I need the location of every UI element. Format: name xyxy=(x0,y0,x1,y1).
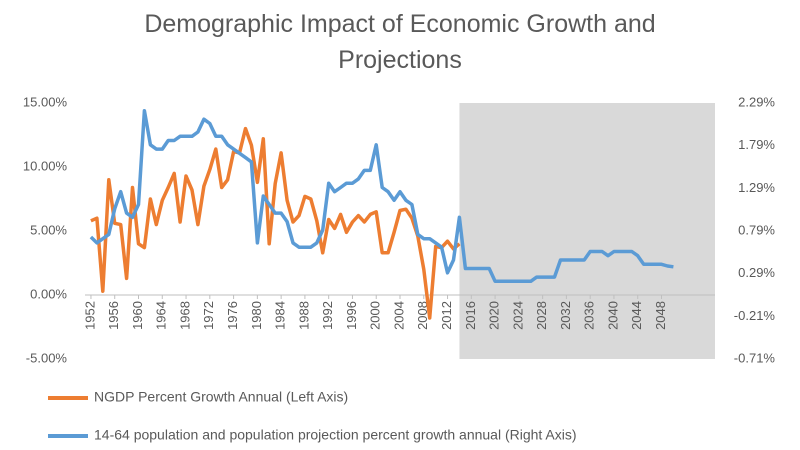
x-tick-label: 1976 xyxy=(225,301,240,330)
x-tick-label: 1988 xyxy=(296,301,311,330)
y2-tick-label: 1.29% xyxy=(738,180,775,195)
x-tick-label: 1972 xyxy=(201,301,216,330)
x-tick-label: 1952 xyxy=(82,301,97,330)
y2-tick-label: 0.29% xyxy=(738,265,775,280)
y-tick-label: 10.00% xyxy=(23,158,68,173)
y2-tick-label: 0.79% xyxy=(738,222,775,237)
legend-label: 14-64 population and population projecti… xyxy=(94,427,577,443)
y-tick-label: 15.00% xyxy=(23,94,68,109)
legend-label: NGDP Percent Growth Annual (Left Axis) xyxy=(94,389,348,405)
y2-tick-label: -0.21% xyxy=(734,308,776,323)
y2-tick-label: -0.71% xyxy=(734,350,776,365)
x-tick-label: 1992 xyxy=(320,301,335,330)
chart-title: Demographic Impact of Economic Growth an… xyxy=(144,10,656,74)
x-tick-label: 1968 xyxy=(177,301,192,330)
series-line xyxy=(89,108,674,284)
x-tick-label: 1984 xyxy=(273,301,288,330)
x-tick-label: 1980 xyxy=(249,301,264,330)
x-tick-label: 2028 xyxy=(534,301,549,330)
y2-tick-label: 2.29% xyxy=(738,94,775,109)
x-tick-label: 1964 xyxy=(154,301,169,330)
x-tick-label: 2016 xyxy=(463,301,478,330)
y-tick-label: 0.00% xyxy=(30,286,67,301)
y2-tick-label: 1.79% xyxy=(738,137,775,152)
x-tick-label: 1996 xyxy=(344,301,359,330)
x-tick-label: 1960 xyxy=(130,301,145,330)
x-tick-label: 2008 xyxy=(415,301,430,330)
x-tick-label: 2040 xyxy=(605,301,620,330)
x-tick-label: 2020 xyxy=(487,301,502,330)
x-tick-label: 2004 xyxy=(391,301,406,330)
x-tick-label: 2044 xyxy=(629,301,644,330)
x-tick-label: 2036 xyxy=(582,301,597,330)
projection-shade xyxy=(459,103,715,359)
x-tick-label: 2048 xyxy=(653,301,668,330)
y-tick-label: 5.00% xyxy=(30,222,67,237)
x-tick-label: 2000 xyxy=(368,301,383,330)
x-tick-label: 1956 xyxy=(106,301,121,330)
y-tick-label: -5.00% xyxy=(26,350,68,365)
x-tick-label: 2012 xyxy=(439,301,454,330)
x-tick-label: 2024 xyxy=(510,301,525,330)
series-line xyxy=(90,126,461,320)
x-tick-label: 2032 xyxy=(558,301,573,330)
